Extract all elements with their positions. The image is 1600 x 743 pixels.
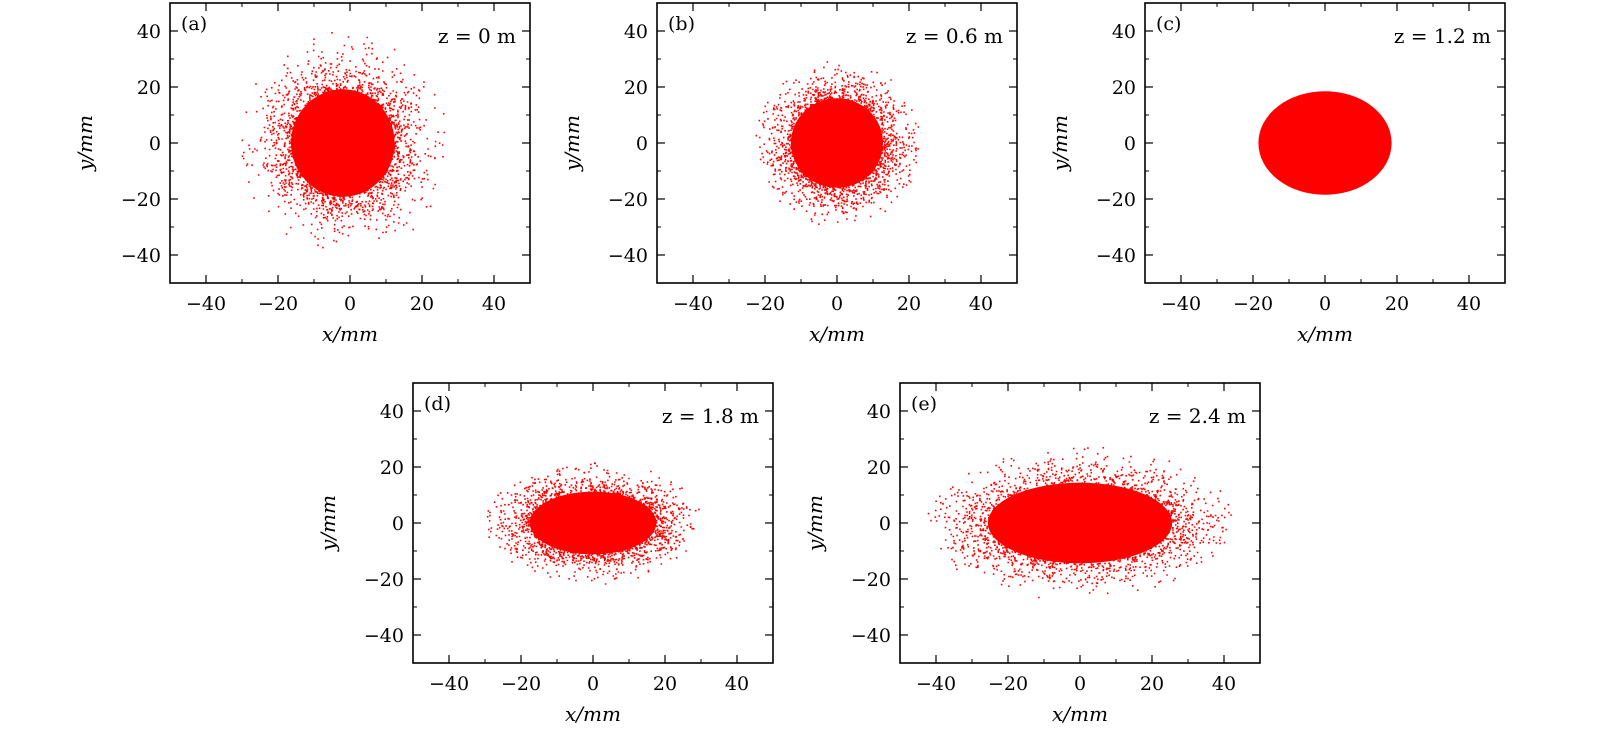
y-tick-label: −40 (364, 625, 404, 647)
y-tick-label: 20 (624, 77, 648, 99)
x-tick-label: 40 (482, 293, 506, 315)
scatter-points (1258, 91, 1391, 195)
x-tick-label: 0 (1319, 293, 1331, 315)
y-axis-title: y/mm (560, 115, 584, 172)
y-tick-label: −40 (121, 245, 161, 267)
x-axis-title: x/mm (322, 322, 378, 346)
panel-e: −40 −20 0 20 40 −40 −20 0 20 40 x/mm y/mm (e) z = 2.4… (803, 383, 1260, 726)
y-tick-label: 40 (380, 401, 404, 423)
z-annotation: z = 1.8 m (662, 404, 759, 428)
y-tick-label: −40 (1096, 245, 1136, 267)
scatter-points (487, 462, 700, 584)
panel-c: −40 −20 0 20 40 −40 −20 0 20 40 x/mm y/mm (c) z = 1.2… (1048, 3, 1505, 346)
y-tick-label: 20 (867, 457, 891, 479)
y-tick-label: −20 (608, 189, 648, 211)
x-tick-label: 40 (1457, 293, 1481, 315)
y-tick-label: 40 (624, 21, 648, 43)
panel-label: (c) (1156, 13, 1181, 35)
y-tick-label: 20 (1112, 77, 1136, 99)
panel-label: (d) (424, 393, 451, 415)
y-tick-label: 0 (636, 133, 648, 155)
y-tick-label: 20 (137, 77, 161, 99)
x-tick-label: 20 (1385, 293, 1409, 315)
x-tick-label: −40 (186, 293, 226, 315)
y-axis-title: y/mm (1048, 115, 1072, 172)
x-tick-label: 20 (1140, 673, 1164, 695)
y-tick-label: 0 (392, 513, 404, 535)
x-tick-label: −20 (745, 293, 785, 315)
x-tick-label: −20 (258, 293, 298, 315)
panel-a: −40 −20 0 20 40 −40 −20 0 20 40 x/mm y/mm (a) z = 0 m (73, 3, 530, 346)
x-tick-label: −40 (916, 673, 956, 695)
x-tick-label: −20 (501, 673, 541, 695)
z-annotation: z = 0 m (438, 24, 516, 48)
z-annotation: z = 2.4 m (1149, 404, 1246, 428)
y-tick-label: 40 (1112, 21, 1136, 43)
x-tick-label: 20 (653, 673, 677, 695)
scatter-points (242, 32, 446, 248)
y-tick-label: −20 (364, 569, 404, 591)
z-annotation: z = 0.6 m (906, 24, 1003, 48)
x-tick-label: 20 (410, 293, 434, 315)
y-tick-label: −20 (121, 189, 161, 211)
point (487, 462, 700, 584)
panel-d: −40 −20 0 20 40 −40 −20 0 20 40 x/mm y/mm (d) z = 1.8… (316, 383, 773, 726)
x-tick-label: −40 (1161, 293, 1201, 315)
x-tick-label: 20 (897, 293, 921, 315)
scatter-points (928, 447, 1232, 598)
x-axis-title: x/mm (1052, 702, 1108, 726)
x-tick-label: 40 (1212, 673, 1236, 695)
panel-label: (a) (181, 13, 207, 35)
x-tick-label: 40 (969, 293, 993, 315)
x-tick-label: 0 (587, 673, 599, 695)
y-tick-label: 0 (1124, 133, 1136, 155)
y-axis-title: y/mm (73, 115, 97, 172)
x-axis-title: x/mm (809, 322, 865, 346)
point (928, 447, 1232, 598)
figure: −40 −20 0 20 40 −40 −20 0 20 40 x/mm y/mm (a) z = 0 m… (0, 0, 1600, 743)
scatter-points (756, 61, 920, 225)
panel-label: (e) (911, 393, 937, 415)
x-tick-label: −40 (673, 293, 713, 315)
x-tick-label: −20 (988, 673, 1028, 695)
x-tick-label: 40 (725, 673, 749, 695)
panel-label: (b) (668, 13, 695, 35)
y-tick-label: 0 (879, 513, 891, 535)
x-axis-title: x/mm (1297, 322, 1353, 346)
y-tick-label: −20 (1096, 189, 1136, 211)
x-tick-label: −40 (429, 673, 469, 695)
y-axis-title: y/mm (316, 495, 340, 552)
x-tick-label: 0 (344, 293, 356, 315)
y-tick-label: −20 (851, 569, 891, 591)
z-annotation: z = 1.2 m (1394, 24, 1491, 48)
x-tick-label: 0 (1074, 673, 1086, 695)
point-cloud (1258, 91, 1391, 195)
point (242, 32, 446, 248)
y-tick-label: −40 (851, 625, 891, 647)
y-tick-label: −40 (608, 245, 648, 267)
x-tick-label: 0 (831, 293, 843, 315)
x-tick-label: −20 (1233, 293, 1273, 315)
y-tick-label: 20 (380, 457, 404, 479)
y-tick-label: 40 (867, 401, 891, 423)
y-tick-label: 40 (137, 21, 161, 43)
y-axis-title: y/mm (803, 495, 827, 552)
y-tick-label: 0 (149, 133, 161, 155)
panel-b: −40 −20 0 20 40 −40 −20 0 20 40 x/mm y/mm (b) z = 0.6… (560, 3, 1017, 346)
x-axis-title: x/mm (565, 702, 621, 726)
